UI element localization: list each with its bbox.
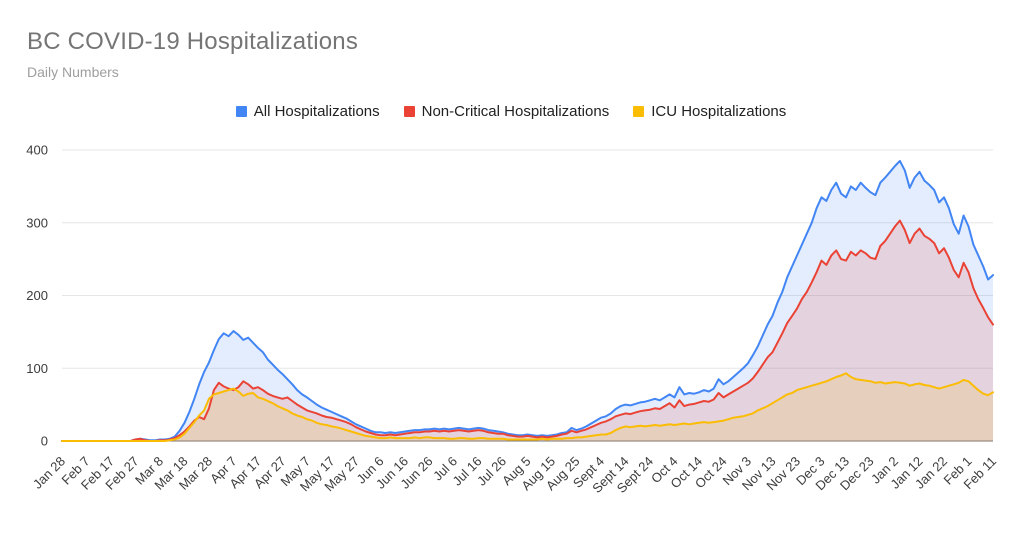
legend-swatch-all-icon xyxy=(235,106,247,117)
legend-item-icu-hospitalizations: ICU Hospitalizations xyxy=(633,103,786,120)
y-tick-label: 100 xyxy=(26,361,48,376)
series-area xyxy=(62,160,993,441)
series-line xyxy=(61,219,994,442)
y-tick-label: 300 xyxy=(26,215,48,230)
legend-label: ICU Hospitalizations xyxy=(651,103,787,120)
legend-swatch-non-critical-icon xyxy=(403,106,415,117)
chart-title: BC COVID-19 Hospitalizations xyxy=(27,28,359,55)
y-tick-label: 0 xyxy=(41,434,48,449)
chart-legend: All Hospitalizations Non-Critical Hospit… xyxy=(0,103,1022,120)
y-tick-label: 200 xyxy=(26,288,48,303)
legend-item-all-hospitalizations: All Hospitalizations xyxy=(235,103,380,120)
legend-label: Non-Critical Hospitalizations xyxy=(421,103,610,120)
series-area xyxy=(62,220,993,441)
legend-swatch-icu-icon xyxy=(633,106,645,117)
y-tick-label: 400 xyxy=(26,143,48,158)
legend-item-non-critical-hospitalizations: Non-Critical Hospitalizations xyxy=(403,103,610,120)
series-line xyxy=(61,159,994,442)
legend-label: All Hospitalizations xyxy=(253,103,380,120)
series-area xyxy=(62,373,993,441)
chart-subtitle: Daily Numbers xyxy=(27,64,119,80)
series-line xyxy=(61,372,994,442)
